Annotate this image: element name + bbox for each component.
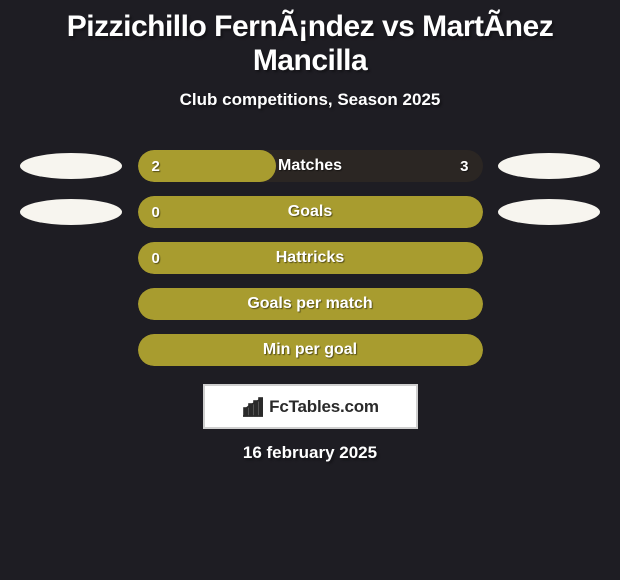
stat-label: Hattricks: [276, 249, 344, 267]
chart-icon: [241, 396, 265, 418]
stat-rows: 23Matches 0Goals 0Hattricks Goals per match…: [12, 150, 608, 366]
stat-bar: Goals per match: [138, 288, 483, 320]
page-subtitle: Club competitions, Season 2025: [180, 90, 441, 110]
stat-label: Matches: [278, 157, 342, 175]
stat-row: 0Hattricks: [12, 242, 608, 274]
date-line: 16 february 2025: [243, 443, 377, 463]
stat-row: Min per goal: [12, 334, 608, 366]
stat-label: Goals per match: [247, 295, 372, 313]
brand-box: FcTables.com: [203, 384, 418, 429]
stat-bar: 0Goals: [138, 196, 483, 228]
stat-bar: 23Matches: [138, 150, 483, 182]
stat-row: 0Goals: [12, 196, 608, 228]
player-right-ellipse: [498, 153, 600, 179]
stat-bar: 0Hattricks: [138, 242, 483, 274]
stat-row: 23Matches: [12, 150, 608, 182]
comparison-card: Pizzichillo FernÃ¡ndez vs MartÃ­nez Manc…: [0, 0, 620, 580]
player-left-ellipse: [20, 199, 122, 225]
stat-label: Goals: [288, 203, 332, 221]
brand-text: FcTables.com: [269, 397, 379, 417]
player-right-ellipse: [498, 199, 600, 225]
stat-label: Min per goal: [263, 341, 357, 359]
player-left-ellipse: [20, 153, 122, 179]
stat-bar: Min per goal: [138, 334, 483, 366]
stat-row: Goals per match: [12, 288, 608, 320]
page-title: Pizzichillo FernÃ¡ndez vs MartÃ­nez Manc…: [12, 10, 608, 78]
